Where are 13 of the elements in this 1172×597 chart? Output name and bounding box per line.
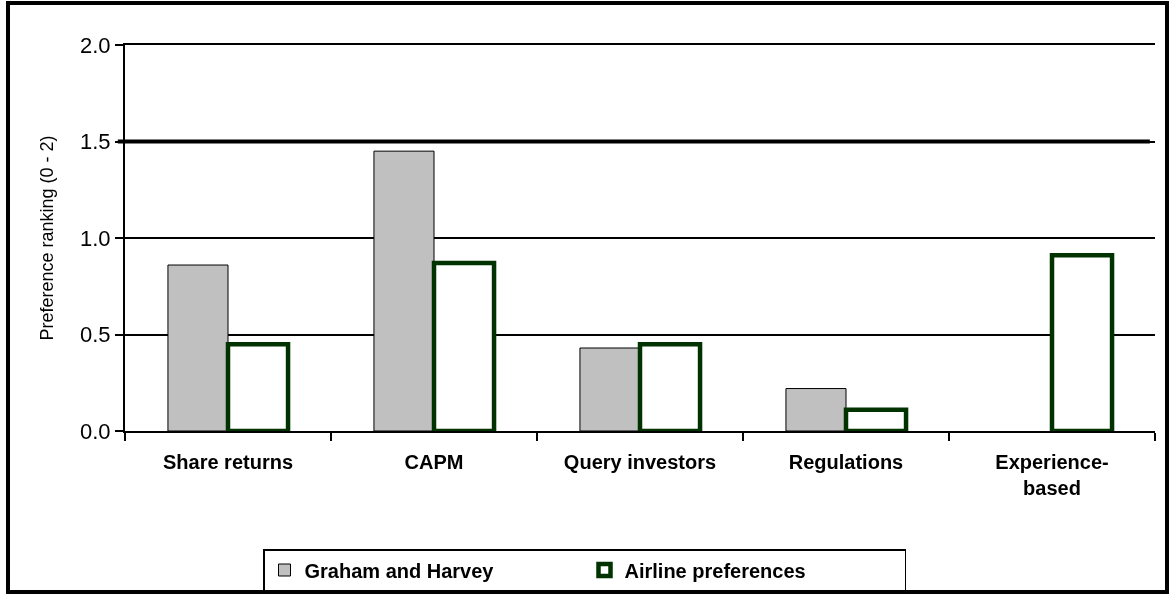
y-tick-label: 1.0 — [80, 225, 111, 251]
x-tick-label: Experience-based — [995, 451, 1109, 499]
x-tick-label: Share returns — [162, 451, 294, 473]
legend-label: Airline preferences — [624, 559, 806, 582]
x-tick-label: Regulations — [788, 451, 904, 473]
y-tick-label: 0.0 — [80, 418, 111, 444]
y-tick-label: 2.0 — [80, 32, 111, 58]
legend-label: Graham and Harvey — [304, 559, 495, 582]
x-tick-label: Query investors — [563, 451, 717, 473]
x-tick-label: CAPM — [404, 451, 464, 473]
y-tick-label: 0.5 — [80, 322, 111, 348]
y-axis-title: Preference ranking (0 - 2) — [36, 135, 57, 341]
y-tick-label: 1.5 — [80, 129, 111, 155]
